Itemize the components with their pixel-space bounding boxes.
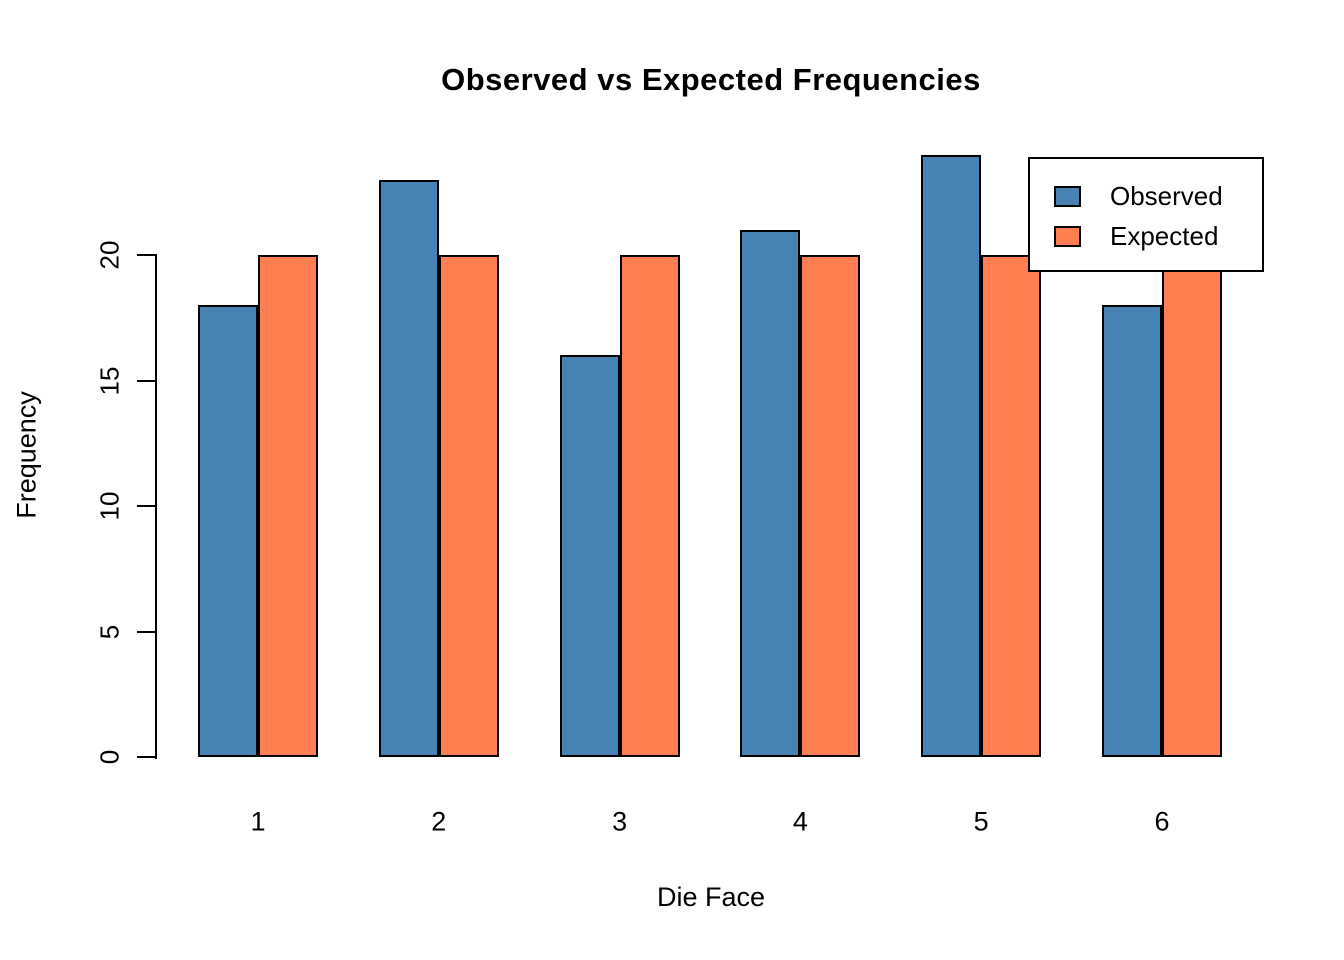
- y-tick-label: 0: [94, 749, 125, 765]
- y-axis-tick: [137, 756, 157, 758]
- x-category-label-5: 5: [973, 806, 989, 837]
- bar-observed-5: [921, 154, 982, 757]
- bar-observed-2: [378, 179, 439, 757]
- bar-expected-1: [258, 255, 318, 757]
- legend-swatch-expected: [1054, 225, 1081, 247]
- bar-expected-6: [1162, 255, 1222, 757]
- bar-expected-3: [619, 255, 680, 757]
- bar-expected-2: [438, 255, 499, 757]
- chart-title: Observed vs Expected Frequencies: [441, 62, 981, 97]
- x-category-label-4: 4: [792, 806, 808, 837]
- x-category-label-2: 2: [431, 806, 447, 837]
- x-category-label-6: 6: [1154, 806, 1170, 837]
- y-axis-title: Frequency: [11, 391, 42, 519]
- y-axis-tick: [137, 630, 157, 633]
- bar-observed-3: [559, 355, 620, 757]
- bar-observed-6: [1102, 305, 1162, 757]
- y-axis-tick: [137, 505, 157, 507]
- legend-label-expected: Expected: [1110, 220, 1219, 251]
- x-category-label-3: 3: [612, 806, 628, 837]
- bar-expected-4: [800, 255, 861, 757]
- bar-expected-5: [981, 255, 1042, 757]
- legend: Observed Expected: [1028, 157, 1264, 272]
- bar-observed-4: [740, 229, 801, 757]
- y-tick-label: 5: [94, 624, 125, 639]
- legend-label-observed: Observed: [1110, 180, 1223, 211]
- y-tick-label: 10: [94, 491, 125, 521]
- legend-item-observed: Observed: [1030, 176, 1262, 216]
- legend-item-expected: Expected: [1030, 216, 1262, 256]
- y-axis-tick: [137, 379, 157, 382]
- x-axis-title: Die Face: [656, 882, 766, 912]
- x-category-label-1: 1: [250, 806, 266, 837]
- y-tick-label: 15: [94, 366, 125, 395]
- y-axis-tick: [137, 254, 157, 256]
- y-axis-line: [155, 255, 157, 759]
- legend-swatch-observed: [1054, 185, 1081, 207]
- y-tick-label: 20: [94, 240, 125, 270]
- bar-observed-1: [198, 305, 258, 757]
